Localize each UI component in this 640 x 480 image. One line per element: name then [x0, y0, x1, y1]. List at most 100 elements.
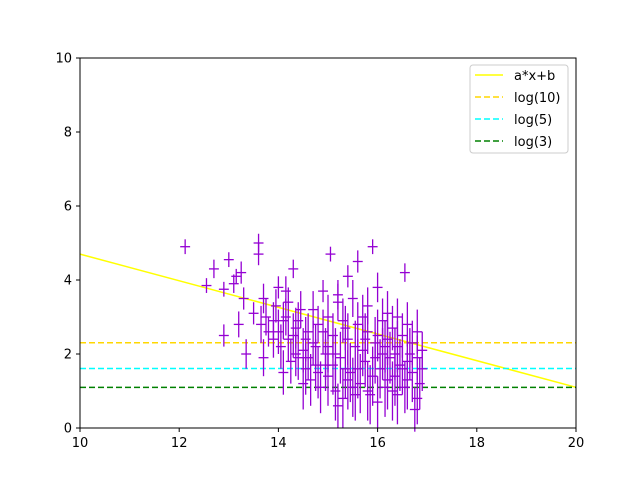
x-tick-label: 12	[171, 436, 188, 451]
errorbar-point	[352, 339, 363, 399]
x-axis: 10 12 14 16 18 20	[72, 428, 585, 451]
errorbar-point	[394, 339, 405, 391]
errorbar-point	[404, 328, 415, 380]
errorbar-point	[409, 387, 420, 432]
y-tick-label: 8	[64, 126, 72, 141]
errorbar-point	[397, 342, 408, 395]
errorbar-point	[387, 361, 398, 421]
y-tick-label: 10	[55, 52, 72, 67]
legend-label-log5: log(5)	[514, 113, 552, 128]
errorbar-point	[270, 289, 281, 323]
errorbar-point	[392, 298, 403, 336]
errorbar-point	[402, 335, 413, 388]
errorbar-point	[414, 357, 425, 410]
errorbar-point	[290, 331, 301, 377]
errorbar-point	[332, 383, 343, 428]
errorbar-point	[268, 302, 279, 340]
errorbar-point	[367, 239, 378, 255]
errorbar-point	[278, 302, 289, 340]
errorbar-point	[300, 317, 311, 362]
errorbar-point	[350, 320, 361, 373]
errorbar-point	[233, 311, 244, 338]
errorbar-point	[218, 281, 229, 297]
errorbar-point	[417, 346, 428, 391]
errorbar-point	[372, 376, 383, 428]
errorbar-point	[372, 309, 383, 362]
errorbar-points	[180, 233, 428, 432]
errorbar-point	[236, 261, 247, 284]
errorbar-point	[320, 339, 331, 391]
errorbar-point	[367, 346, 378, 406]
errorbar-point	[288, 313, 299, 358]
errorbar-point	[357, 324, 368, 377]
x-tick-label: 20	[568, 436, 585, 451]
errorbar-point	[350, 368, 361, 421]
plot-area-frame	[79, 57, 577, 429]
errorbar-point	[253, 243, 264, 266]
errorbar-point	[261, 298, 271, 336]
errorbar-point	[241, 339, 252, 369]
errorbar-point	[355, 354, 366, 414]
errorbar-point	[248, 302, 259, 325]
y-tick-label: 2	[64, 348, 72, 363]
errorbar-point	[342, 350, 353, 410]
errorbar-point	[352, 250, 363, 273]
errorbar-point	[228, 274, 239, 293]
errorbar-point	[256, 305, 266, 343]
x-tick-label: 18	[469, 436, 486, 451]
errorbar-point	[201, 278, 212, 293]
errorbar-point	[399, 361, 410, 414]
errorbar-point	[273, 276, 284, 299]
errorbar-point	[382, 350, 393, 410]
x-tick-label: 14	[270, 436, 287, 451]
errorbar-point	[325, 246, 336, 262]
errorbar-point	[380, 320, 390, 373]
legend-label-fit: a*x+b	[514, 69, 555, 84]
errorbar-point	[231, 268, 242, 284]
errorbar-point	[370, 331, 381, 384]
errorbar-point	[318, 309, 328, 354]
errorbar-point	[330, 328, 341, 380]
errorbar-point	[295, 291, 306, 329]
errorbar-point	[412, 372, 423, 425]
errorbar-point	[310, 324, 321, 369]
errorbar-point	[283, 317, 294, 362]
errorbar-point	[412, 309, 423, 354]
errorbar-point	[352, 302, 363, 347]
errorbar-point	[372, 272, 383, 303]
errorbar-point	[288, 259, 299, 279]
errorbar-point	[340, 339, 351, 399]
errorbar-point	[218, 324, 229, 347]
y-axis: 0 2 4 6 8 10	[55, 52, 80, 437]
errorbar-point	[375, 339, 386, 399]
errorbar-point	[223, 252, 234, 268]
errorbar-point	[308, 291, 319, 329]
errorbar-point	[347, 357, 358, 417]
errorbar-point	[313, 305, 324, 343]
errorbar-point	[298, 357, 309, 410]
errorbar-point	[390, 328, 400, 380]
legend-box	[469, 64, 569, 154]
errorbar-point	[180, 239, 191, 255]
errorbar-point	[377, 328, 388, 380]
legend-label-log10: log(10)	[514, 91, 561, 106]
errorbar-point	[365, 365, 376, 425]
errorbar-point	[323, 320, 333, 373]
errorbar-point	[280, 298, 291, 336]
errorbar-point	[258, 339, 269, 377]
errorbar-point	[337, 368, 348, 428]
errorbar-point	[238, 287, 249, 310]
errorbar-point	[337, 298, 348, 343]
errorbar-point	[278, 350, 289, 395]
errorbar-point	[285, 339, 296, 384]
x-tick-label: 10	[72, 436, 89, 451]
errorbar-point	[208, 259, 219, 279]
errorbar-point	[335, 331, 346, 384]
y-tick-label: 4	[64, 274, 72, 289]
errorbar-point	[347, 280, 358, 317]
errorbar-point	[263, 317, 274, 347]
legend-label-log3: log(3)	[514, 135, 552, 150]
errorbar-point	[305, 354, 316, 406]
x-tick-label: 16	[369, 436, 386, 451]
